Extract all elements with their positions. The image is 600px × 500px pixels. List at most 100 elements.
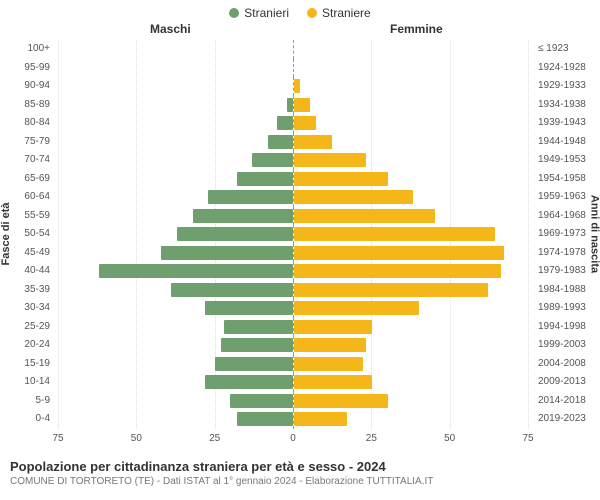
legend-item-female: Straniere <box>307 6 371 20</box>
age-label: 30-34 <box>0 302 50 313</box>
bar-male <box>99 264 293 278</box>
age-label: 100+ <box>0 43 50 54</box>
age-label: 20-24 <box>0 339 50 350</box>
bar-cell-female <box>293 207 528 226</box>
birth-year-label: 1959-1963 <box>538 191 600 202</box>
bar-male <box>237 172 293 186</box>
bar-female <box>294 190 413 204</box>
birth-year-label: 1924-1928 <box>538 62 600 73</box>
bar-cell-female <box>293 225 528 244</box>
bar-cell-male <box>58 207 293 226</box>
bar-female <box>294 79 300 93</box>
birth-year-label: 1944-1948 <box>538 136 600 147</box>
x-axis: 7550250255075 <box>58 433 528 455</box>
bar-cell-male <box>58 170 293 189</box>
bar-female <box>294 153 366 167</box>
bar-male <box>193 209 293 223</box>
pyramid-row <box>58 133 528 152</box>
swatch-female <box>307 8 317 18</box>
x-tick: 50 <box>131 433 142 444</box>
age-label: 65-69 <box>0 173 50 184</box>
age-label: 70-74 <box>0 154 50 165</box>
bar-cell-male <box>58 373 293 392</box>
age-label: 55-59 <box>0 210 50 221</box>
bar-male <box>205 301 293 315</box>
bar-cell-male <box>58 133 293 152</box>
birth-year-label: 1949-1953 <box>538 154 600 165</box>
bar-female <box>294 172 388 186</box>
x-tick: 75 <box>522 433 533 444</box>
pyramid-row <box>58 318 528 337</box>
legend-label-female: Straniere <box>322 6 371 20</box>
bar-cell-female <box>293 59 528 78</box>
age-label: 95-99 <box>0 62 50 73</box>
footer-title: Popolazione per cittadinanza straniera p… <box>10 459 590 474</box>
pyramid-row <box>58 188 528 207</box>
age-label: 5-9 <box>0 395 50 406</box>
pyramid-row <box>58 170 528 189</box>
bar-female <box>294 283 488 297</box>
legend-label-male: Stranieri <box>244 6 289 20</box>
birth-year-label: 1974-1978 <box>538 247 600 258</box>
age-label: 75-79 <box>0 136 50 147</box>
birth-year-label: 1954-1958 <box>538 173 600 184</box>
age-label: 25-29 <box>0 321 50 332</box>
bar-cell-male <box>58 114 293 133</box>
pyramid-row <box>58 373 528 392</box>
pyramid-row <box>58 355 528 374</box>
bar-cell-male <box>58 244 293 263</box>
bar-cell-female <box>293 170 528 189</box>
bar-female <box>294 116 316 130</box>
bar-cell-male <box>58 225 293 244</box>
birth-year-label: ≤ 1923 <box>538 43 600 54</box>
bar-female <box>294 264 501 278</box>
birth-year-label: 1969-1973 <box>538 228 600 239</box>
birth-year-label: 2009-2013 <box>538 376 600 387</box>
bar-female <box>294 357 363 371</box>
bar-cell-male <box>58 299 293 318</box>
bar-male <box>252 153 293 167</box>
footer-subtitle: COMUNE DI TORTORETO (TE) - Dati ISTAT al… <box>10 476 590 487</box>
bar-female <box>294 412 347 426</box>
bar-cell-female <box>293 262 528 281</box>
pyramid-row <box>58 114 528 133</box>
birth-year-label: 1929-1933 <box>538 80 600 91</box>
bar-cell-male <box>58 392 293 411</box>
bar-male <box>215 357 293 371</box>
birth-year-label: 1984-1988 <box>538 284 600 295</box>
birth-year-label: 1934-1938 <box>538 99 600 110</box>
bar-cell-male <box>58 281 293 300</box>
age-label: 15-19 <box>0 358 50 369</box>
bar-cell-male <box>58 40 293 59</box>
bar-cell-female <box>293 114 528 133</box>
bar-cell-male <box>58 355 293 374</box>
bar-cell-female <box>293 77 528 96</box>
bar-cell-female <box>293 373 528 392</box>
footer: Popolazione per cittadinanza straniera p… <box>0 455 600 487</box>
bar-male <box>221 338 293 352</box>
legend: Stranieri Straniere <box>0 0 600 22</box>
birth-year-label: 2019-2023 <box>538 413 600 424</box>
birth-year-label: 1979-1983 <box>538 265 600 276</box>
bar-cell-female <box>293 151 528 170</box>
bar-female <box>294 98 310 112</box>
pyramid-row <box>58 262 528 281</box>
age-label: 0-4 <box>0 413 50 424</box>
age-label: 85-89 <box>0 99 50 110</box>
pyramid-row <box>58 244 528 263</box>
bar-male <box>224 320 293 334</box>
bar-cell-female <box>293 392 528 411</box>
bar-cell-male <box>58 59 293 78</box>
bar-cell-female <box>293 410 528 429</box>
bar-female <box>294 209 435 223</box>
bar-cell-male <box>58 188 293 207</box>
pyramid-row <box>58 59 528 78</box>
bar-female <box>294 375 372 389</box>
x-tick: 0 <box>290 433 296 444</box>
swatch-male <box>229 8 239 18</box>
age-label: 90-94 <box>0 80 50 91</box>
bar-cell-male <box>58 96 293 115</box>
birth-year-label: 1999-2003 <box>538 339 600 350</box>
bar-female <box>294 246 504 260</box>
pyramid-row <box>58 96 528 115</box>
